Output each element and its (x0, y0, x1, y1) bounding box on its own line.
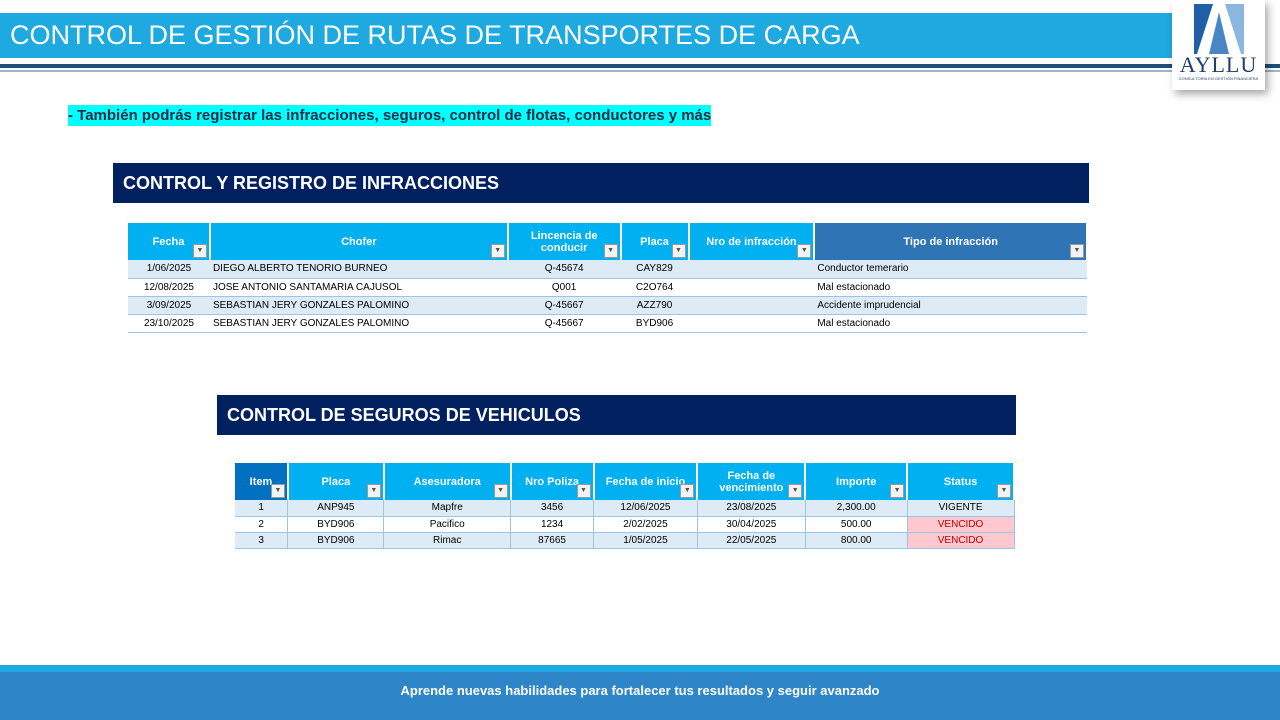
col-licencia[interactable]: Lincencia de conducir ▼ (507, 223, 622, 260)
table-cell[interactable]: AZZ790 (620, 296, 689, 315)
table-cell[interactable] (688, 314, 815, 333)
col-header[interactable]: Fecha de vencimiento ▼ (697, 463, 807, 500)
table-row[interactable]: 3 BYD906 Rimac 87665 1/05/2025 22/05/2025 800.… (235, 532, 1015, 549)
col-header[interactable]: Fecha de inicio ▼ (593, 463, 699, 500)
table-cell[interactable]: SEBASTIAN JERY GONZALES PALOMINO (209, 296, 508, 315)
table-cell[interactable] (688, 296, 815, 315)
filter-dropdown-icon[interactable]: ▼ (890, 484, 905, 498)
col-header[interactable]: Asesuradora ▼ (383, 463, 512, 500)
infracciones-title: CONTROL Y REGISTRO DE INFRACCIONES (113, 163, 1089, 203)
table-cell[interactable]: SEBASTIAN JERY GONZALES PALOMINO (209, 314, 508, 333)
logo-a-icon (1188, 4, 1249, 54)
table-cell[interactable]: 1/06/2025 (128, 260, 210, 279)
table-row[interactable]: 2 BYD906 Pacifico 1234 2/02/2025 30/04/2025 50… (235, 516, 1015, 533)
table-cell[interactable]: C2O764 (620, 278, 689, 297)
table-cell[interactable]: Rimac (383, 532, 512, 549)
table-cell[interactable]: 87665 (510, 532, 594, 549)
table-cell[interactable]: 3/09/2025 (128, 296, 210, 315)
footer-strip (0, 665, 1280, 672)
filter-dropdown-icon[interactable]: ▼ (788, 484, 803, 498)
table-cell[interactable]: 12/08/2025 (128, 278, 210, 297)
page-title: CONTROL DE GESTIÓN DE RUTAS DE TRANSPORT… (0, 13, 1172, 58)
divider (0, 64, 1280, 68)
logo: AYLLU CONSULTORÍA EN GESTIÓN FINANCIERA (1172, 0, 1265, 90)
footer: Aprende nuevas habilidades para fortalec… (0, 672, 1280, 720)
table-cell[interactable]: 12/06/2025 (593, 500, 698, 517)
table-cell[interactable]: 2 (235, 516, 289, 533)
filter-dropdown-icon[interactable]: ▼ (490, 244, 505, 258)
filter-dropdown-icon[interactable]: ▼ (797, 244, 812, 258)
col-tipo-infraccion[interactable]: Tipo de infracción ▼ (814, 223, 1088, 260)
info-highlight: - También podrás registrar las infraccio… (68, 105, 712, 126)
infracciones-table: Fecha ▼ Chofer ▼ Lincencia de conducir ▼ Pl… (128, 223, 1088, 333)
col-header[interactable]: Item ▼ (235, 463, 289, 500)
table-cell[interactable]: Pacifico (383, 516, 512, 533)
table-cell[interactable]: Mapfre (383, 500, 512, 517)
filter-dropdown-icon[interactable]: ▼ (192, 244, 207, 258)
seguros-title: CONTROL DE SEGUROS DE VEHICULOS (217, 395, 1016, 435)
table-cell[interactable]: Mal estacionado (814, 278, 1087, 297)
table-cell[interactable]: Q001 (507, 278, 621, 297)
table-cell[interactable]: 800.00 (805, 532, 908, 549)
table-row[interactable]: 1/06/2025 DIEGO ALBERTO TENORIO BURNEO Q-4… (128, 260, 1087, 279)
filter-dropdown-icon[interactable]: ▼ (997, 484, 1011, 498)
divider (0, 70, 1280, 72)
filter-dropdown-icon[interactable]: ▼ (270, 484, 285, 498)
table-row[interactable]: 12/08/2025 JOSE ANTONIO SANTAMARIA CAJUSO… (128, 278, 1087, 297)
table-cell[interactable]: 2,300.00 (805, 500, 908, 517)
status-badge[interactable]: VENCIDO (907, 532, 1015, 549)
filter-dropdown-icon[interactable]: ▼ (366, 484, 381, 498)
table-cell[interactable]: CAY829 (620, 260, 689, 279)
filter-dropdown-icon[interactable]: ▼ (680, 484, 695, 498)
table-cell[interactable]: Q-45674 (507, 260, 621, 279)
col-nro-infraccion[interactable]: Nro de infracción ▼ (688, 223, 816, 260)
filter-dropdown-icon[interactable]: ▼ (603, 244, 618, 258)
table-cell[interactable]: Q-45667 (507, 314, 621, 333)
col-header[interactable]: Nro Poliza ▼ (510, 463, 595, 500)
table-row[interactable]: 1 ANP945 Mapfre 3456 12/06/2025 23/08/2025 2,3… (235, 500, 1015, 517)
table-cell[interactable]: BYD906 (287, 516, 385, 533)
table-cell[interactable]: 3456 (510, 500, 594, 517)
table-cell[interactable]: 1 (235, 500, 289, 517)
table-cell[interactable]: 3 (235, 532, 289, 549)
table-cell[interactable]: 500.00 (805, 516, 908, 533)
table-cell[interactable]: DIEGO ALBERTO TENORIO BURNEO (209, 260, 508, 279)
col-header[interactable]: Placa ▼ (287, 463, 385, 500)
col-header[interactable]: Status ▼ (907, 463, 1015, 500)
table-cell[interactable]: 1/05/2025 (593, 532, 698, 549)
table-cell[interactable]: ANP945 (287, 500, 385, 517)
table-cell[interactable]: BYD906 (287, 532, 385, 549)
col-fecha[interactable]: Fecha ▼ (128, 223, 211, 260)
table-row[interactable]: 23/10/2025 SEBASTIAN JERY GONZALES PALOMI… (128, 314, 1087, 333)
col-placa[interactable]: Placa ▼ (620, 223, 690, 260)
table-cell[interactable]: BYD906 (620, 314, 689, 333)
table-cell[interactable]: Accidente imprudencial (814, 296, 1087, 315)
table-cell[interactable] (688, 260, 815, 279)
table-cell[interactable]: 30/04/2025 (697, 516, 806, 533)
table-cell[interactable]: 2/02/2025 (593, 516, 698, 533)
table-cell[interactable]: 22/05/2025 (697, 532, 806, 549)
table-cell[interactable]: 23/10/2025 (128, 314, 210, 333)
col-header[interactable]: Importe ▼ (805, 463, 909, 500)
table-cell[interactable]: 1234 (510, 516, 594, 533)
filter-dropdown-icon[interactable]: ▼ (493, 484, 508, 498)
seguros-table: Item ▼ Placa ▼ Asesuradora ▼ Nro Poliza ▼ Fecha … (235, 463, 1015, 549)
table-cell[interactable] (688, 278, 815, 297)
table-cell[interactable]: Conductor temerario (814, 260, 1087, 279)
table-cell[interactable]: 23/08/2025 (697, 500, 806, 517)
table-cell[interactable]: Q-45667 (507, 296, 621, 315)
status-badge[interactable]: VIGENTE (907, 500, 1015, 517)
filter-dropdown-icon[interactable]: ▼ (576, 484, 591, 498)
status-badge[interactable]: VENCIDO (907, 516, 1015, 533)
col-chofer[interactable]: Chofer ▼ (209, 223, 509, 260)
filter-dropdown-icon[interactable]: ▼ (671, 244, 686, 258)
table-cell[interactable]: Mal estacionado (814, 314, 1087, 333)
table-row[interactable]: 3/09/2025 SEBASTIAN JERY GONZALES PALOMIN… (128, 296, 1087, 315)
filter-dropdown-icon[interactable]: ▼ (1070, 244, 1084, 258)
table-cell[interactable]: JOSE ANTONIO SANTAMARIA CAJUSOL (209, 278, 508, 297)
